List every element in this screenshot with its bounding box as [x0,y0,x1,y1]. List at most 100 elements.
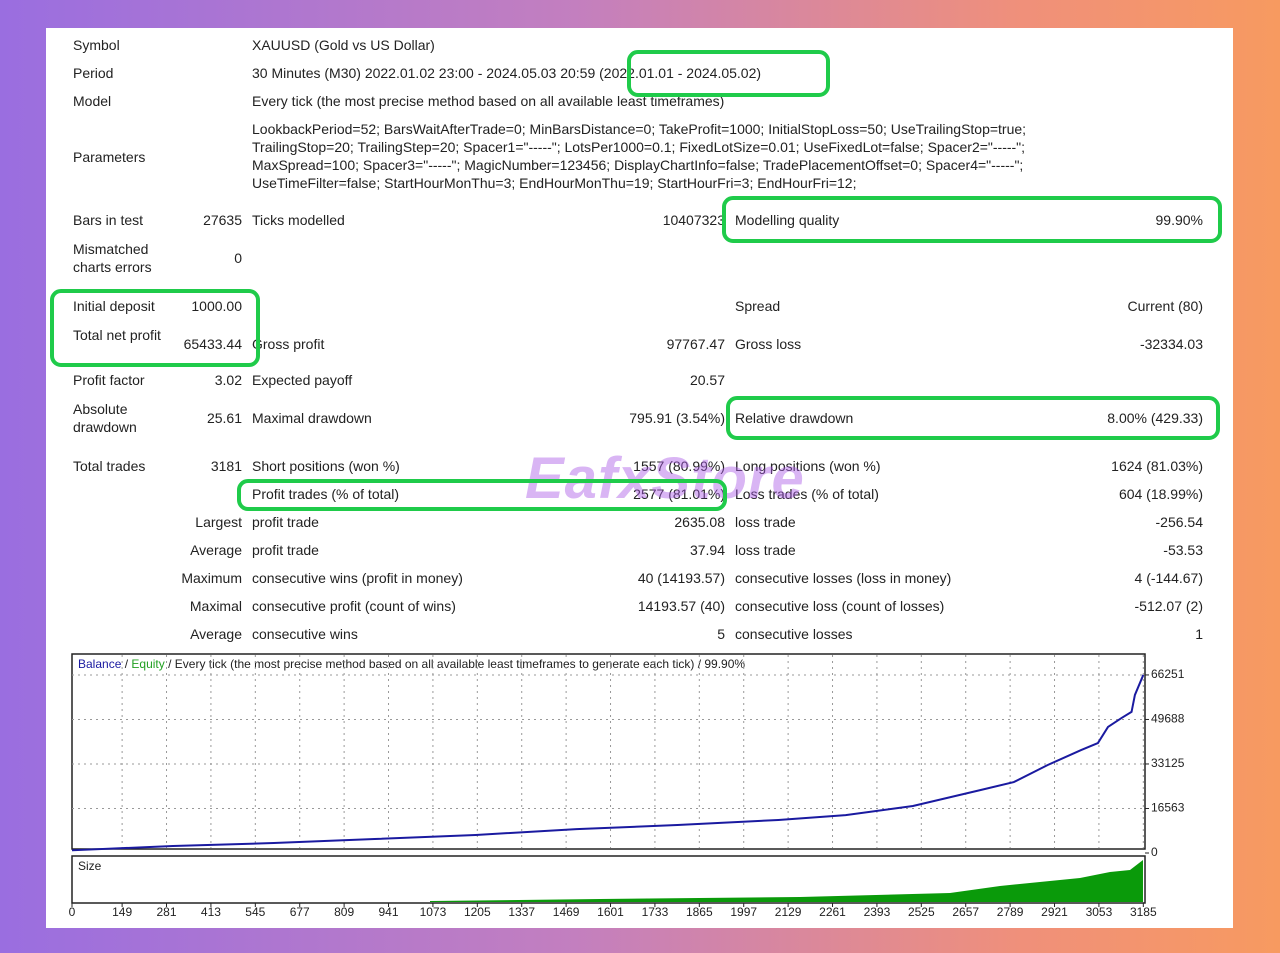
row-label: Model [73,93,112,109]
highlight [726,396,1220,440]
x-tick-label: 545 [245,905,265,919]
field-label: Ticks modelled [252,212,345,228]
row-value: 1000.00 [191,298,242,314]
highlight [50,289,260,367]
field-value: 10407323 [662,212,725,228]
field-label: Spread [735,298,781,314]
x-tick-label: 1073 [420,905,447,919]
field-value: 2577 (81.01%) [633,486,725,502]
field-label: Relative drawdown [735,410,854,426]
x-tick-label: 941 [379,905,399,919]
field-value: -512.07 (2) [1134,598,1203,614]
y-tick-label: 49688 [1151,712,1185,726]
x-tick-label: 2261 [819,905,846,919]
row-label: Symbol [73,37,120,53]
row-label: Initial deposit [73,298,155,314]
field-label: Every tick (the most precise method base… [252,93,725,109]
row-label: Parameters [73,149,146,165]
row-value: Maximal [189,598,242,614]
field-label: Loss trades (% of total) [735,486,879,502]
legend-entry: Balance [78,657,122,671]
row-label: Period [73,65,114,81]
field-value: Current (80) [1127,298,1203,314]
chart-subtitle: / Every tick (the most precise method ba… [168,657,745,671]
field-value: 1624 (81.03%) [1111,458,1203,474]
row-value: 27635 [203,212,242,228]
field-label: Long positions (won %) [735,458,881,474]
field-value: -32334.03 [1139,336,1203,352]
x-tick-label: 3185 [1130,905,1157,919]
x-tick-label: 2393 [864,905,891,919]
legend-entry: Equity [131,657,164,671]
x-tick-label: 3053 [1086,905,1113,919]
field-value: 40 (14193.57) [637,570,725,586]
field-label: loss trade [735,542,796,558]
x-tick-label: 1865 [686,905,713,919]
field-label: consecutive losses [735,626,853,642]
highlight [722,196,1222,243]
x-tick-label: 1469 [553,905,580,919]
row-label: Absolute drawdown [73,401,137,435]
field-value: 99.90% [1155,212,1203,228]
row-label: Profit factor [73,372,145,388]
y-tick-label: 33125 [1151,756,1185,770]
field-label: 30 Minutes (M30) 2022.01.02 23:00 - 2024… [252,65,762,81]
field-value: 20.57 [689,372,725,388]
field-label: XAUUSD (Gold vs US Dollar) [252,37,435,53]
x-tick-label: 413 [201,905,221,919]
row-value: 3181 [210,458,242,474]
x-tick-label: 2657 [952,905,979,919]
field-label: Gross loss [735,336,802,352]
field-value: -256.54 [1155,514,1203,530]
x-tick-label: 2789 [997,905,1024,919]
x-tick-label: 1337 [508,905,535,919]
row-value: Maximum [181,570,242,586]
parameter-line: TrailingStop=20; TrailingStep=20; Spacer… [252,139,1026,155]
field-label: loss trade [735,514,796,530]
field-label: consecutive losses (loss in money) [735,570,952,586]
field-label: consecutive wins (profit in money) [252,570,463,586]
y-tick-label: 16563 [1151,801,1185,815]
field-label: Maximal drawdown [252,410,372,426]
row-value: 25.61 [206,410,242,426]
parameter-line: LookbackPeriod=52; BarsWaitAfterTrade=0;… [252,121,1027,137]
x-tick-label: 1205 [464,905,491,919]
field-value: 5 [717,626,725,642]
size-label: Size [78,859,102,873]
row-value: 0 [234,250,242,266]
field-value: 14193.57 (40) [637,598,725,614]
x-tick-label: 0 [69,905,76,919]
y-tick-label: 66251 [1151,667,1185,681]
row-label: Bars in test [73,212,144,228]
field-value: 604 (18.99%) [1118,486,1203,502]
field-label: Modelling quality [735,212,840,228]
field-label: consecutive wins [252,626,358,642]
highlight [237,479,727,511]
y-tick-label: 0 [1151,845,1158,859]
field-value: 37.94 [689,542,725,558]
x-tick-label: 149 [112,905,132,919]
field-value: 97767.47 [666,336,725,352]
field-label: Gross profit [252,336,325,352]
field-label: consecutive loss (count of losses) [735,598,945,614]
watermark: EafxStore [525,446,805,511]
field-value: 8.00% (429.33) [1107,410,1203,426]
field-value: 795.91 (3.54%) [629,410,725,426]
row-value: Average [190,542,242,558]
x-tick-label: 809 [334,905,354,919]
balance-line [71,674,1145,852]
field-label: Short positions (won %) [252,458,400,474]
x-tick-label: 1601 [597,905,624,919]
row-label: Total net profit [73,327,161,343]
field-label: profit trade [252,514,319,530]
field-value: 1557 (80.99%) [633,458,725,474]
x-tick-label: 1997 [730,905,757,919]
x-tick-label: 1733 [642,905,669,919]
x-tick-label: 2921 [1041,905,1068,919]
highlight [627,50,830,97]
row-value: Largest [195,514,242,530]
parameter-line: UseTimeFilter=false; StartHourMonThu=3; … [252,175,857,191]
field-value: 1 [1195,626,1203,642]
